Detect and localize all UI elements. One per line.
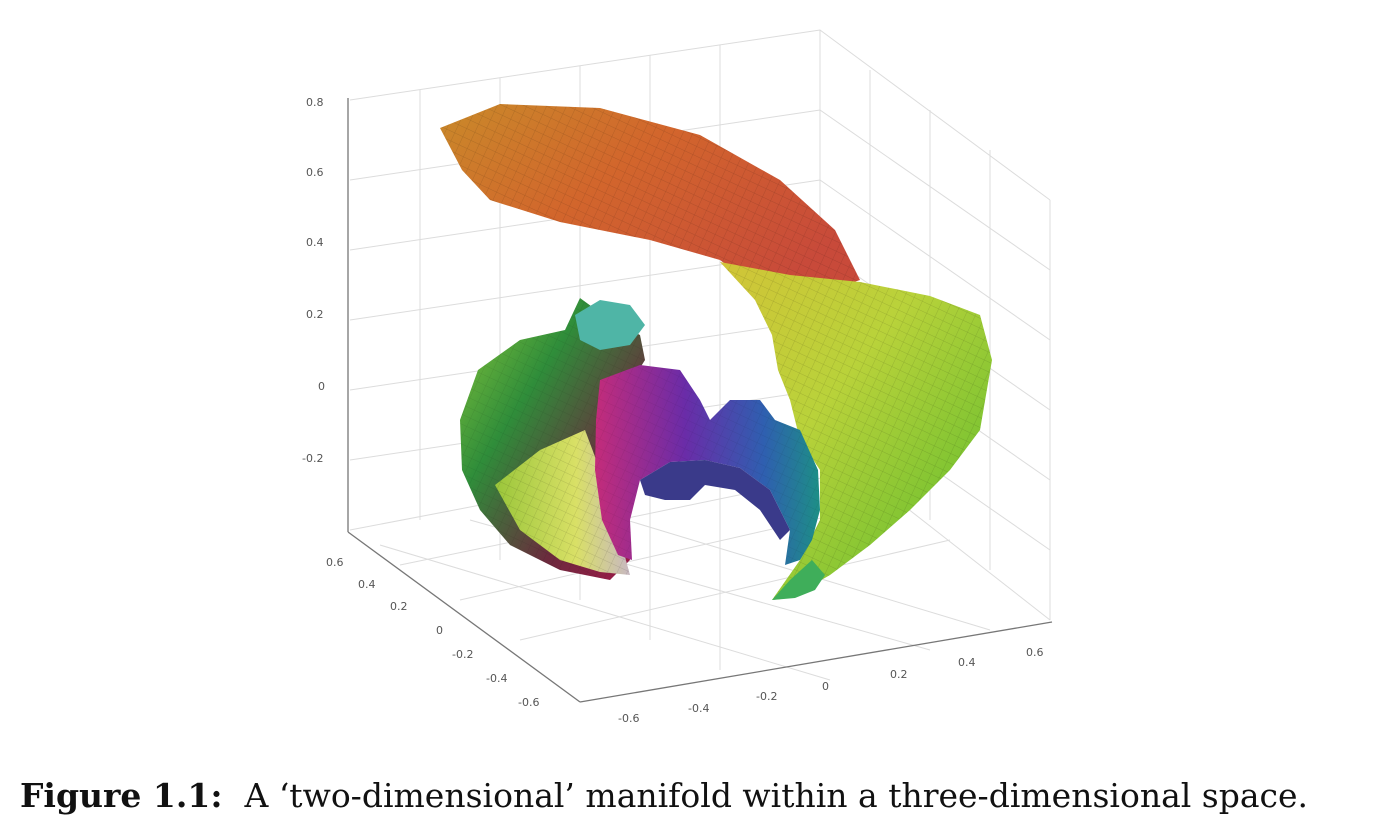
surface-right-mesh	[720, 262, 992, 600]
z-tick: 0.4	[306, 236, 324, 249]
z-tick: 0	[318, 380, 325, 393]
left-axis-tick: 0.2	[390, 600, 408, 613]
right-axis-tick: -0.2	[756, 690, 777, 703]
figure-caption: Figure 1.1: A ‘two-dimensional’ manifold …	[20, 776, 1380, 815]
left-axis-tick: 0.6	[326, 556, 344, 569]
surface-center-mesh	[595, 365, 820, 565]
right-axis-tick: 0.2	[890, 668, 908, 681]
z-axis-ticks: 0.8 0.6 0.4 0.2 0 -0.2	[302, 96, 325, 465]
surface-inner-tube	[640, 460, 790, 540]
left-axis-tick: -0.2	[452, 648, 473, 661]
right-axis-tick: -0.4	[688, 702, 709, 715]
surface-teal-cap	[575, 300, 645, 350]
caption-label: Figure 1.1:	[20, 776, 223, 815]
left-axis-tick: -0.4	[486, 672, 507, 685]
figure-3d-plot: 0.8 0.6 0.4 0.2 0 -0.2 0.6 0.4 0.2 0 -0.…	[302, 29, 1053, 725]
z-tick: 0.8	[306, 96, 324, 109]
left-axis-ticks: 0.6 0.4 0.2 0 -0.2 -0.4 -0.6	[326, 556, 539, 709]
plot-canvas: 0.8 0.6 0.4 0.2 0 -0.2 0.6 0.4 0.2 0 -0.…	[302, 29, 1053, 725]
right-axis-tick: 0.4	[958, 656, 976, 669]
left-axis-tick: -0.6	[518, 696, 539, 709]
right-axis-tick: 0	[822, 680, 829, 693]
z-tick: 0.6	[306, 166, 324, 179]
left-axis-tick: 0	[436, 624, 443, 637]
manifold-surface	[440, 104, 992, 600]
surface-top-mesh	[440, 104, 860, 300]
z-tick: -0.2	[302, 452, 323, 465]
right-axis-tick: -0.6	[618, 712, 639, 725]
axes	[347, 98, 1053, 703]
right-axis-ticks: -0.6 -0.4 -0.2 0 0.2 0.4 0.6	[618, 646, 1044, 725]
left-axis-tick: 0.4	[358, 578, 376, 591]
surface-green-tip	[772, 560, 825, 600]
caption-text: A ‘two-dimensional’ manifold within a th…	[244, 776, 1309, 815]
right-axis-tick: 0.6	[1026, 646, 1044, 659]
z-tick: 0.2	[306, 308, 324, 321]
